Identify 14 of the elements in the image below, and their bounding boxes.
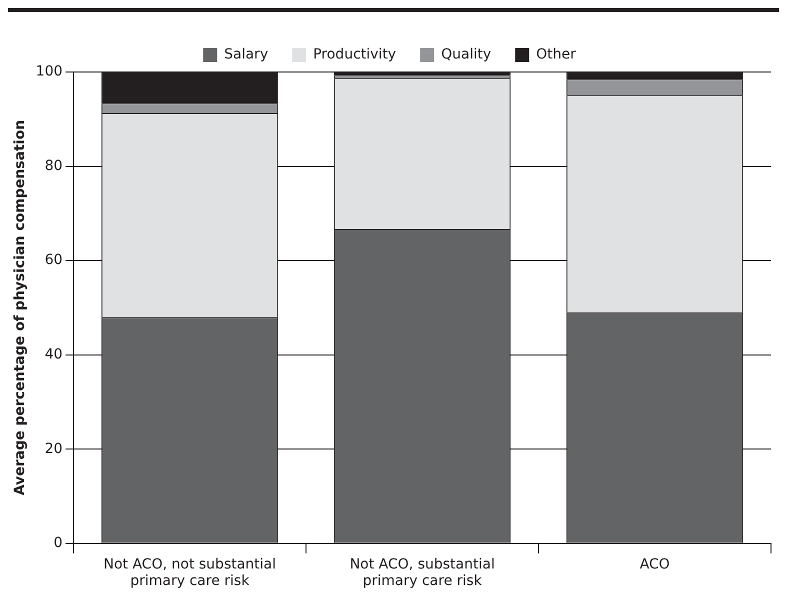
- y-tick-label: 80: [44, 158, 63, 174]
- y-tick-label: 40: [44, 346, 63, 362]
- y-tick-label: 20: [44, 440, 63, 457]
- legend-label: Quality: [441, 46, 492, 63]
- y-tick-label: 0: [54, 535, 63, 552]
- legend-label: Salary: [224, 46, 268, 63]
- legend-label: Other: [536, 46, 576, 63]
- y-axis-title: Average percentage of physician compensation: [12, 120, 28, 496]
- x-tick-label: Not ACO, substantial primary care risk: [350, 556, 495, 590]
- y-tick-label: 100: [36, 64, 63, 80]
- x-tick-label: ACO: [640, 556, 670, 572]
- legend-label: Productivity: [313, 46, 396, 63]
- y-tick-label: 60: [44, 252, 63, 268]
- x-tick-label: Not ACO, not substantial primary care risk: [104, 556, 276, 590]
